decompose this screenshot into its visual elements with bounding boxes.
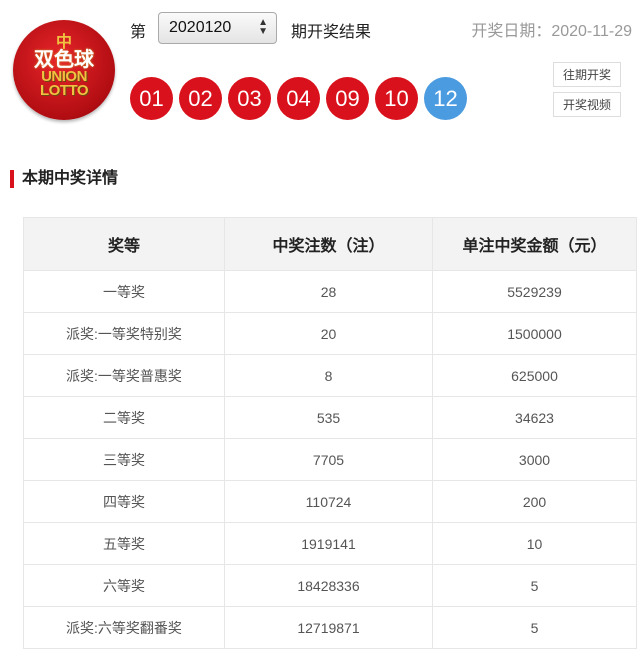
winner-count-cell: 12719871 [224, 606, 433, 649]
blue-ball: 12 [424, 77, 467, 120]
red-ball: 04 [277, 77, 320, 120]
prize-level-cell: 四等奖 [23, 480, 225, 523]
header-winner-count: 中奖注数（注） [224, 217, 433, 271]
red-ball: 03 [228, 77, 271, 120]
prize-amount-cell: 625000 [432, 354, 637, 397]
winner-count-cell: 110724 [224, 480, 433, 523]
logo-cn: 双色球 [34, 49, 94, 71]
draw-date: 开奖日期：2020-11-29 [471, 23, 632, 40]
table-row: 一等奖 28 5529239 [23, 270, 637, 313]
prize-amount-cell: 5 [432, 564, 637, 607]
red-ball: 10 [375, 77, 418, 120]
table-row: 派奖:六等奖翻番奖 12719871 5 [23, 606, 637, 649]
prize-level-cell: 派奖:一等奖普惠奖 [23, 354, 225, 397]
union-lotto-logo: 中 双色球 UNION LOTTO [13, 20, 115, 120]
winner-count-cell: 535 [224, 396, 433, 439]
draw-video-button[interactable]: 开奖视频 [553, 92, 621, 117]
red-ball: 02 [179, 77, 222, 120]
prize-level-cell: 派奖:一等奖特别奖 [23, 312, 225, 355]
winner-count-cell: 1919141 [224, 522, 433, 565]
table-row: 二等奖 535 34623 [23, 396, 637, 439]
winner-count-cell: 7705 [224, 438, 433, 481]
table-row: 派奖:一等奖特别奖 20 1500000 [23, 312, 637, 355]
lottery-emblem-icon: 中 [55, 34, 72, 51]
table-row: 三等奖 7705 3000 [23, 438, 637, 481]
table-header-row: 奖等 中奖注数（注） 单注中奖金额（元） [23, 217, 637, 271]
prize-level-cell: 二等奖 [23, 396, 225, 439]
winner-count-cell: 20 [224, 312, 433, 355]
header-prize-level: 奖等 [23, 217, 225, 271]
prize-table: 奖等 中奖注数（注） 单注中奖金额（元） 一等奖 28 5529239 派奖:一等奖特… [23, 217, 637, 649]
red-ball: 09 [326, 77, 369, 120]
prize-level-cell: 一等奖 [23, 270, 225, 313]
prize-amount-cell: 5 [432, 606, 637, 649]
prize-amount-cell: 200 [432, 480, 637, 523]
prize-amount-cell: 34623 [432, 396, 637, 439]
winner-count-cell: 8 [224, 354, 433, 397]
issue-value: 2020120 [169, 19, 232, 36]
winner-count-cell: 18428336 [224, 564, 433, 607]
prize-amount-cell: 10 [432, 522, 637, 565]
issue-select[interactable]: 2020120 ▲ ▼ [158, 12, 277, 44]
prize-level-cell: 五等奖 [23, 522, 225, 565]
winning-numbers: 01 02 03 04 09 10 12 [130, 77, 467, 120]
section-title: 本期中奖详情 [10, 170, 118, 188]
header-prize-amount: 单注中奖金额（元） [432, 217, 637, 271]
prize-level-cell: 三等奖 [23, 438, 225, 481]
table-row: 派奖:一等奖普惠奖 8 625000 [23, 354, 637, 397]
logo-en1: UNION [41, 68, 87, 85]
prize-amount-cell: 3000 [432, 438, 637, 481]
table-row: 四等奖 110724 200 [23, 480, 637, 523]
red-ball: 01 [130, 77, 173, 120]
prize-level-cell: 六等奖 [23, 564, 225, 607]
history-draws-button[interactable]: 往期开奖 [553, 62, 621, 87]
prize-amount-cell: 5529239 [432, 270, 637, 313]
winner-count-cell: 28 [224, 270, 433, 313]
prize-amount-cell: 1500000 [432, 312, 637, 355]
logo-en2: LOTTO [39, 82, 89, 99]
issue-prefix: 第 [130, 24, 147, 41]
table-row: 五等奖 1919141 10 [23, 522, 637, 565]
issue-suffix: 期开奖结果 [291, 24, 372, 41]
select-arrows-icon: ▲ ▼ [258, 17, 268, 37]
table-row: 六等奖 18428336 5 [23, 564, 637, 607]
prize-level-cell: 派奖:六等奖翻番奖 [23, 606, 225, 649]
